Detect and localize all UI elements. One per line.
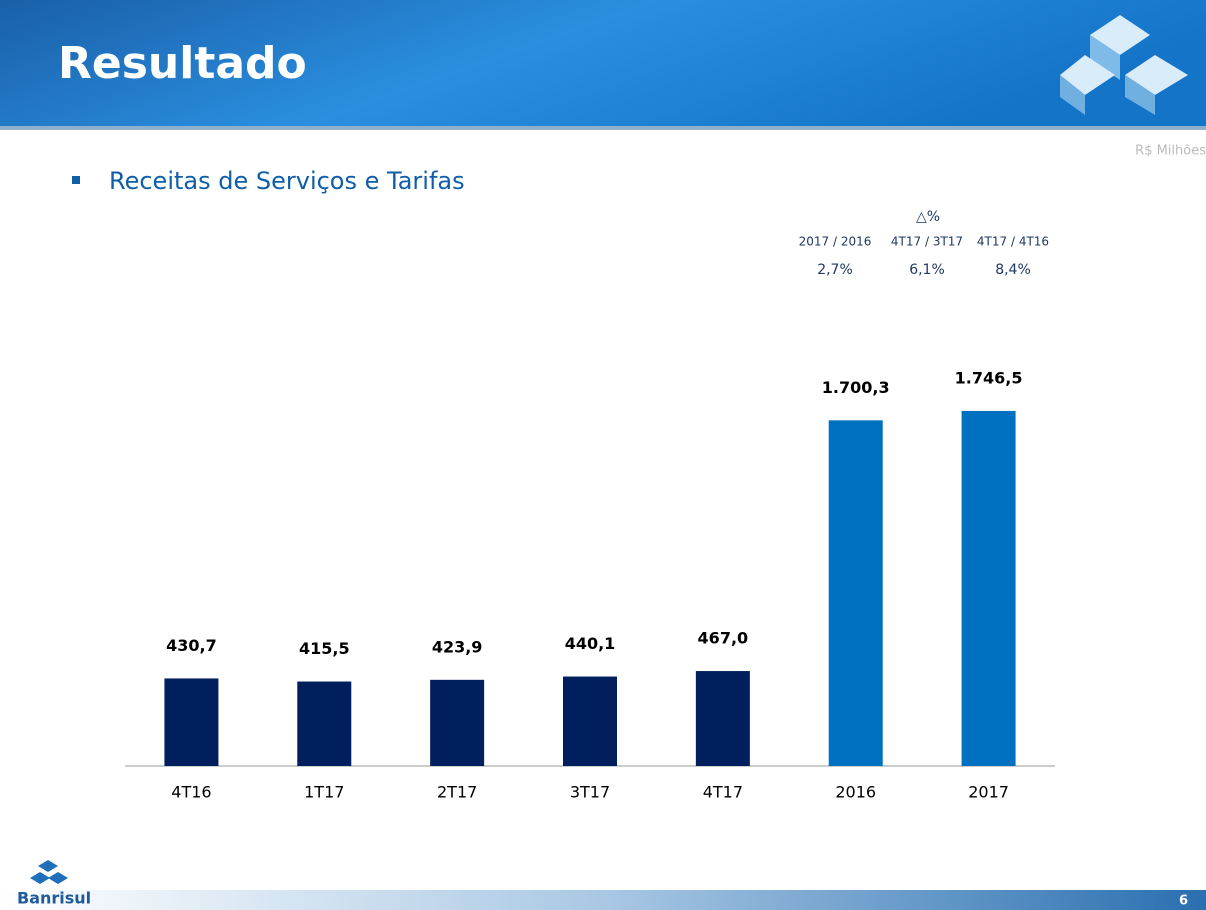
bar: [164, 678, 219, 766]
x-tick-label: 4T17: [703, 783, 743, 802]
data-label: 467,0: [698, 629, 749, 648]
variation-header: 4T17 / 3T17: [891, 235, 963, 249]
footer-logo: [30, 860, 68, 884]
variation-value: 8,4%: [995, 262, 1031, 278]
variation-header: 2017 / 2016: [799, 235, 872, 249]
data-label: 423,9: [432, 637, 483, 656]
x-tick-label: 2T17: [437, 783, 477, 802]
page-number: 6: [1179, 894, 1188, 909]
header-band: [0, 0, 1206, 128]
bullet: [72, 176, 80, 184]
data-label: 430,7: [166, 636, 217, 655]
x-tick-label: 4T16: [171, 783, 211, 802]
x-tick-label: 2016: [835, 783, 876, 802]
header-rule: [0, 126, 1206, 130]
bar: [828, 420, 883, 766]
variation-symbol: △%: [916, 209, 940, 225]
data-label: 1.700,3: [822, 378, 890, 397]
subtitle: Receitas de Serviços e Tarifas: [109, 167, 465, 195]
data-label: 440,1: [565, 634, 616, 653]
bar: [297, 681, 352, 766]
x-tick-label: 3T17: [570, 783, 610, 802]
variation-value: 6,1%: [909, 262, 945, 278]
data-label: 1.746,5: [955, 368, 1023, 387]
bar: [695, 671, 750, 766]
variation-value: 2,7%: [817, 262, 853, 278]
bar: [430, 679, 485, 766]
brand: Banrisul: [17, 889, 91, 908]
x-tick-label: 1T17: [304, 783, 344, 802]
data-label: 415,5: [299, 639, 350, 658]
bar: [563, 676, 617, 766]
slide-title: Resultado: [58, 38, 307, 89]
x-tick-label: 2017: [968, 783, 1009, 802]
variation-header: 4T17 / 4T16: [977, 235, 1049, 249]
logo-cubes: [1060, 15, 1188, 115]
footer-band: [0, 890, 1206, 910]
bar: [961, 410, 1016, 766]
unit-label: R$ Milhões: [1135, 144, 1206, 159]
